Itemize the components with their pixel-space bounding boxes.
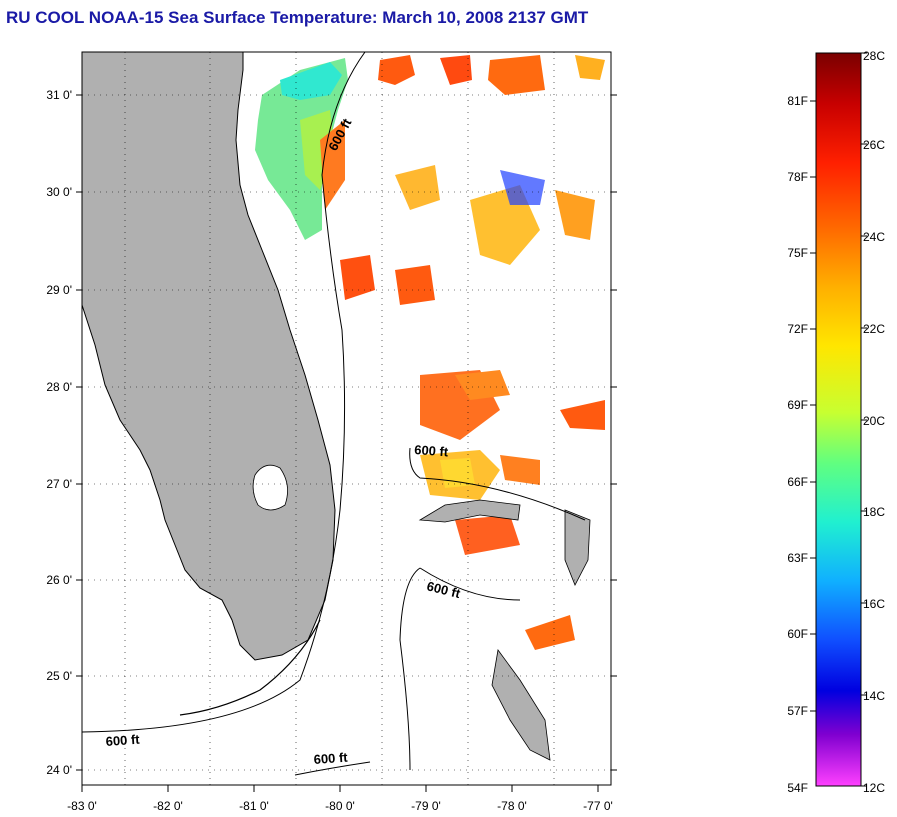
lon-tick-label: -82 0'	[153, 799, 183, 813]
colorbar-c-label: 18C	[863, 505, 885, 519]
abaco-island	[564, 509, 591, 586]
florida-keys	[179, 619, 321, 716]
lon-tick-label: -81 0'	[239, 799, 269, 813]
lat-tick-label: 29 0'	[46, 283, 72, 297]
colorbar-f-label: 66F	[787, 475, 808, 489]
lat-tick-label: 31 0'	[46, 88, 72, 102]
lat-tick-label: 27 0'	[46, 477, 72, 491]
sst-data-patches	[255, 55, 605, 650]
colorbar-f-label: 75F	[787, 246, 808, 260]
colorbar-f-label: 57F	[787, 704, 808, 718]
map-title: RU COOL NOAA-15 Sea Surface Temperature:…	[6, 8, 589, 27]
lon-tick-label: -78 0'	[497, 799, 527, 813]
lat-tick-label: 24 0'	[46, 763, 72, 777]
colorbar-c-label: 26C	[863, 138, 885, 152]
lat-tick-label: 28 0'	[46, 380, 72, 394]
colorbar-f-label: 54F	[787, 781, 808, 795]
map-frame	[81, 51, 612, 786]
lon-tick-label: -80 0'	[325, 799, 355, 813]
depth-contours	[82, 52, 586, 776]
grand-bahama	[418, 499, 521, 523]
lat-tick-label: 26 0'	[46, 573, 72, 587]
colorbar-c-label: 12C	[863, 781, 885, 795]
colorbar-f-label: 78F	[787, 170, 808, 184]
colorbar-f-label: 69F	[787, 398, 808, 412]
colorbar-c-label: 22C	[863, 322, 885, 336]
lon-tick-label: -77 0'	[583, 799, 613, 813]
colorbar-c-label: 24C	[863, 230, 885, 244]
colorbar-c-label: 16C	[863, 597, 885, 611]
contour-label: 600 ft	[105, 732, 141, 749]
andros-island	[491, 649, 551, 761]
map-grid	[82, 52, 611, 785]
lat-tick-label: 30 0'	[46, 185, 72, 199]
temperature-colorbar	[815, 52, 862, 787]
colorbar-c-label: 28C	[863, 49, 885, 63]
colorbar-f-label: 63F	[787, 551, 808, 565]
colorbar-f-label: 72F	[787, 322, 808, 336]
colorbar-c-label: 20C	[863, 414, 885, 428]
colorbar-c-label: 14C	[863, 689, 885, 703]
lake-okeechobee	[252, 464, 288, 511]
contour-label: 600 ft	[414, 442, 450, 459]
lat-tick-label: 25 0'	[46, 669, 72, 683]
lon-tick-label: -83 0'	[67, 799, 97, 813]
colorbar-f-label: 60F	[787, 627, 808, 641]
colorbar-f-label: 81F	[787, 94, 808, 108]
contour-label: 600 ft	[313, 750, 349, 767]
lon-tick-label: -79 0'	[411, 799, 441, 813]
